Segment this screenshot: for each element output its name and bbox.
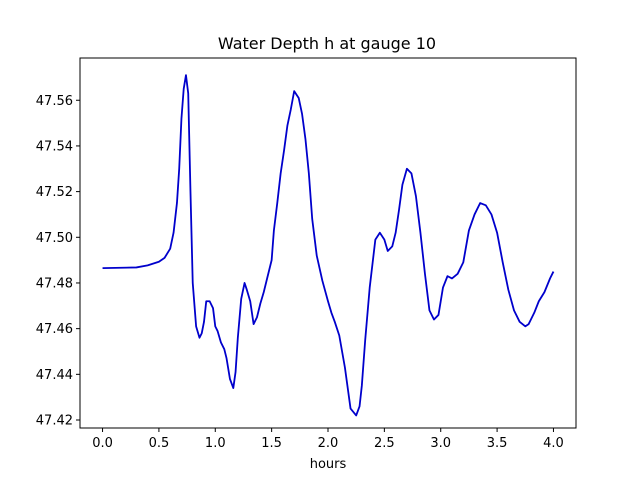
x-tick-label: 0.0 <box>92 436 113 451</box>
x-tick-label: 0.5 <box>149 436 170 451</box>
y-tick-label: 47.42 <box>36 414 73 429</box>
x-tick-label: 4.0 <box>543 436 564 451</box>
x-tick-label: 1.0 <box>205 436 226 451</box>
y-tick-label: 47.56 <box>36 94 73 109</box>
y-tick-label: 47.46 <box>36 322 73 337</box>
x-axis-label: hours <box>310 457 347 472</box>
series-line-0 <box>102 74 555 417</box>
y-tick-label: 47.44 <box>36 368 73 383</box>
x-tick-label: 3.5 <box>487 436 508 451</box>
x-tick-label: 2.5 <box>374 436 395 451</box>
plot-area <box>102 74 555 417</box>
y-tick-label: 47.54 <box>36 139 73 154</box>
y-tick-label: 47.50 <box>36 231 73 246</box>
x-tick-label: 1.5 <box>261 436 282 451</box>
y-tick-label: 47.48 <box>36 276 73 291</box>
x-tick-label: 3.0 <box>430 436 451 451</box>
y-axis: 47.42 47.44 47.46 47.48 47.50 47.52 47.54 47.56 <box>36 94 80 429</box>
x-tick-label: 2.0 <box>318 436 339 451</box>
chart-title: Water Depth h at gauge 10 <box>218 34 436 53</box>
x-axis: 0.0 0.5 1.0 1.5 2.0 2.5 3.0 3.5 4.0 <box>92 428 564 451</box>
y-tick-label: 47.52 <box>36 185 73 200</box>
